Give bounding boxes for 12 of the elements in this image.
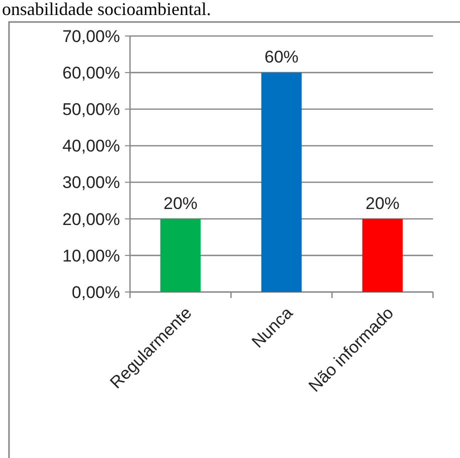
y-tick-label: 70,00% bbox=[62, 26, 120, 46]
y-tick-label: 50,00% bbox=[62, 100, 120, 120]
y-tick-label: 30,00% bbox=[62, 173, 120, 192]
y-tick-label: 40,00% bbox=[62, 136, 120, 156]
data-label: 20% bbox=[365, 194, 400, 213]
data-label: 20% bbox=[163, 194, 198, 213]
y-tick-label: 10,00% bbox=[62, 246, 120, 266]
y-tick-label: 20,00% bbox=[62, 210, 120, 229]
text: onsabilidade socioambiental. bbox=[2, 0, 211, 19]
data-label: 60% bbox=[264, 48, 299, 67]
y-tick-label: 60,00% bbox=[62, 64, 120, 83]
y-tick-label: 0,00% bbox=[72, 282, 120, 302]
